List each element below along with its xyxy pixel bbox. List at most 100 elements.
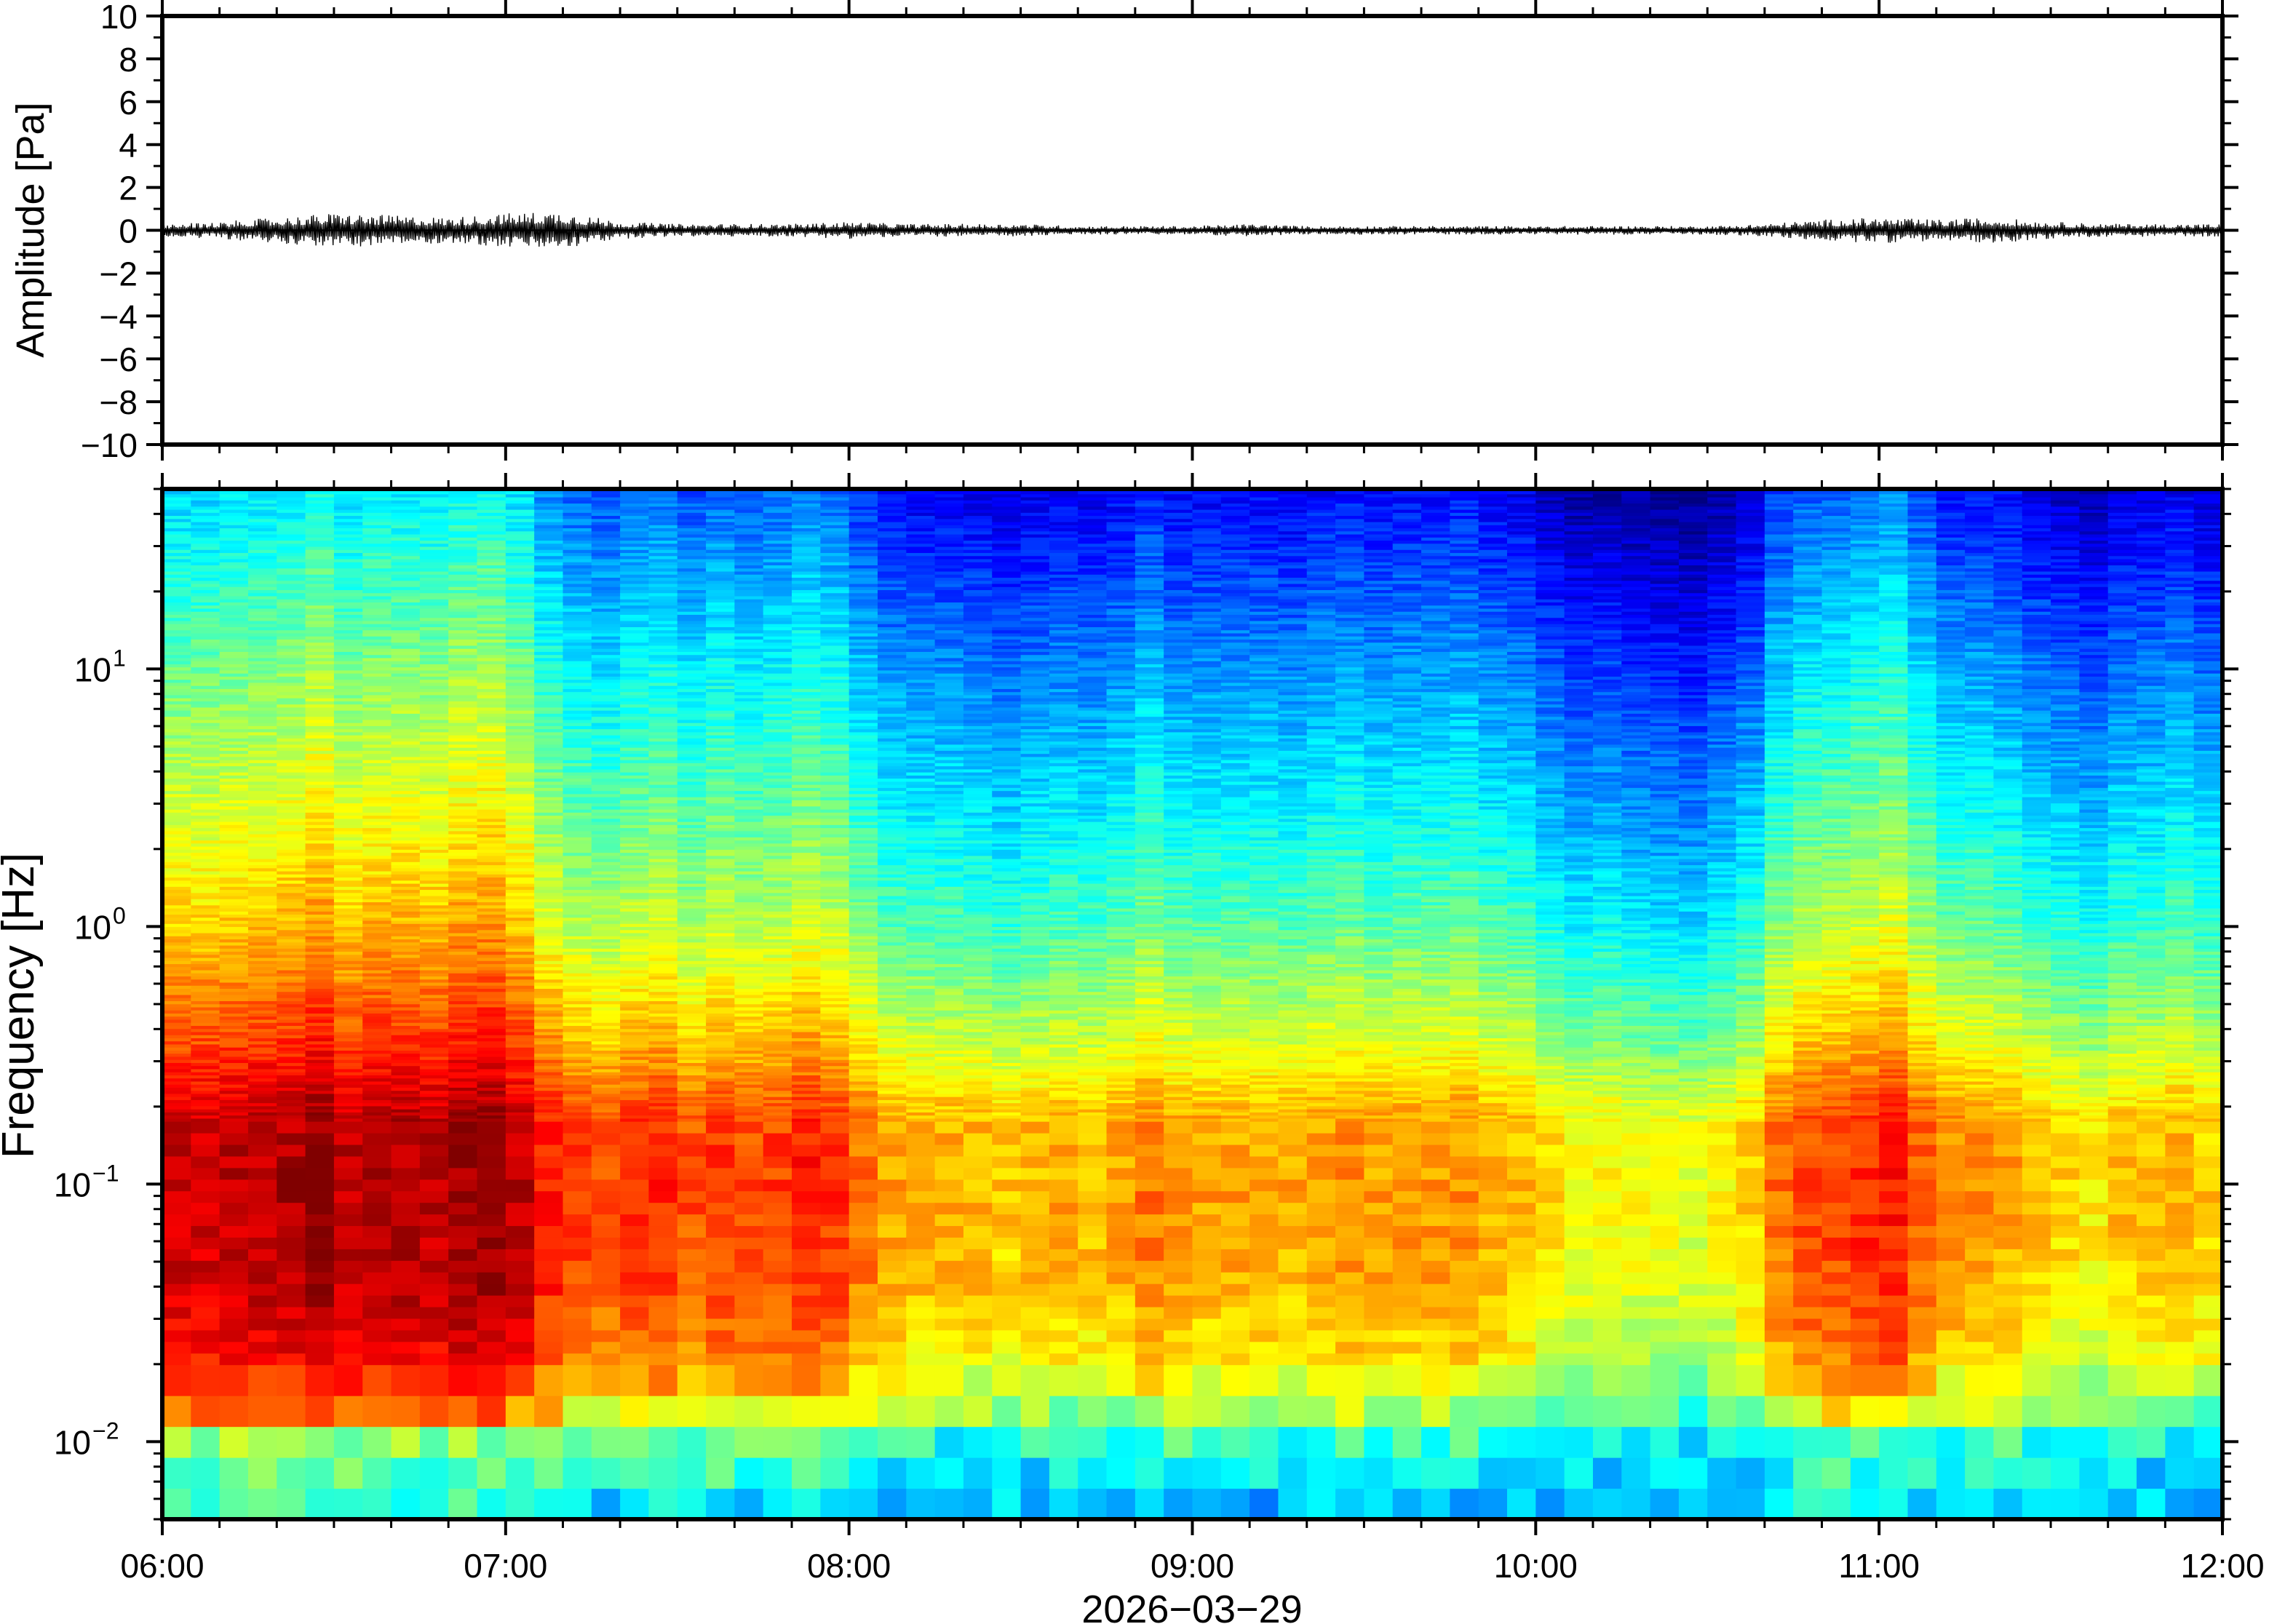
spectrogram-cell bbox=[648, 614, 678, 618]
spectrogram-cell bbox=[391, 1025, 421, 1030]
spectrogram-cell bbox=[391, 617, 421, 621]
spectrogram-cell bbox=[477, 985, 506, 990]
spectrogram-cell bbox=[620, 1043, 650, 1048]
spectrogram-cell bbox=[706, 626, 735, 631]
spectrogram-cell bbox=[505, 1283, 535, 1296]
spectrogram-cell bbox=[391, 583, 421, 587]
spectrogram-cell bbox=[563, 1000, 592, 1005]
spectrogram-cell bbox=[448, 589, 478, 594]
spectrogram-cell bbox=[563, 1105, 592, 1110]
spectrogram-cell bbox=[448, 546, 478, 550]
spectrogram-cell bbox=[277, 824, 306, 829]
spectrogram-cell bbox=[162, 960, 191, 965]
spectrogram-cell bbox=[162, 528, 191, 532]
spectrogram-cell bbox=[247, 533, 277, 538]
spectrogram-cell bbox=[477, 973, 506, 977]
spectrogram-cell bbox=[620, 1167, 650, 1180]
spectrogram-cell bbox=[505, 626, 535, 631]
spectrogram-cell bbox=[362, 1084, 392, 1088]
spectrogram-cell bbox=[191, 636, 220, 640]
spectrogram-cell bbox=[305, 907, 335, 912]
spectrogram-cell bbox=[333, 1202, 363, 1215]
spectrogram-cell bbox=[648, 834, 678, 837]
spectrogram-cell bbox=[648, 1225, 678, 1238]
spectrogram-cell bbox=[448, 682, 478, 686]
spectrogram-cell bbox=[734, 1013, 764, 1017]
spectrogram-cell bbox=[591, 565, 621, 569]
spectrogram-cell bbox=[362, 907, 392, 912]
spectrogram-cell bbox=[219, 911, 249, 915]
spectrogram-cell bbox=[362, 969, 392, 974]
spectrogram-cell bbox=[706, 886, 735, 891]
spectrogram-cell bbox=[591, 515, 621, 520]
spectrogram-cell bbox=[505, 914, 535, 918]
spectrogram-cell bbox=[247, 852, 277, 856]
spectrogram-cell bbox=[734, 753, 764, 757]
spectrogram-cell bbox=[448, 1084, 478, 1088]
spectrogram-cell bbox=[620, 500, 650, 504]
spectrogram-cell bbox=[677, 1056, 707, 1060]
spectrogram-cell bbox=[563, 793, 592, 797]
spectrogram-cell bbox=[706, 723, 735, 726]
spectrogram-cell bbox=[419, 1144, 449, 1157]
spectrogram-cell bbox=[362, 899, 392, 903]
spectrogram-cell bbox=[591, 1144, 621, 1157]
spectrogram-cell bbox=[563, 1072, 592, 1075]
spectrogram-cell bbox=[219, 1237, 249, 1249]
spectrogram-cell bbox=[505, 574, 535, 578]
spectrogram-cell bbox=[219, 624, 249, 627]
spectrogram-cell bbox=[362, 1190, 392, 1203]
spectrogram-cell bbox=[162, 632, 191, 637]
spectrogram-cell bbox=[534, 645, 564, 649]
spectrogram-cell bbox=[333, 710, 363, 714]
spectrogram-cell bbox=[219, 639, 249, 643]
spectrogram-cell bbox=[563, 592, 592, 597]
spectrogram-cell bbox=[591, 624, 621, 627]
spectrogram-cell bbox=[648, 1202, 678, 1215]
spectrogram-cell bbox=[706, 1318, 735, 1331]
spectrogram-cell bbox=[305, 1283, 335, 1296]
spectrogram-cell bbox=[419, 1202, 449, 1215]
spectrogram-cell bbox=[362, 533, 392, 538]
spectrogram-cell bbox=[277, 620, 306, 624]
spectrogram-cell bbox=[305, 781, 335, 785]
spectrogram-cell bbox=[391, 763, 421, 767]
spectrogram-cell bbox=[534, 901, 564, 906]
spectrogram-cell bbox=[620, 574, 650, 578]
spectrogram-cell bbox=[333, 750, 363, 755]
spectrogram-cell bbox=[591, 1047, 621, 1051]
spectrogram-cell bbox=[362, 648, 392, 652]
spectrogram-cell bbox=[333, 645, 363, 649]
spectrogram-cell bbox=[563, 914, 592, 918]
spectrogram-cell bbox=[677, 1043, 707, 1048]
spectrogram-cell bbox=[362, 1109, 392, 1112]
spectrogram-cell bbox=[162, 765, 191, 770]
spectrogram-cell bbox=[534, 858, 564, 862]
spectrogram-cell bbox=[563, 682, 592, 686]
spectrogram-cell bbox=[620, 543, 650, 547]
spectrogram-cell bbox=[534, 824, 564, 829]
spectrogram-cell bbox=[534, 632, 564, 637]
spectrogram-cell bbox=[419, 1010, 449, 1014]
spectrogram-cell bbox=[391, 1062, 421, 1067]
spectrogram-cell bbox=[162, 648, 191, 652]
spectrogram-cell bbox=[534, 1105, 564, 1110]
spectrogram-cell bbox=[505, 1022, 535, 1026]
spectrogram-cell bbox=[162, 821, 191, 825]
spectrogram-cell bbox=[419, 1099, 449, 1104]
spectrogram-cell bbox=[677, 1118, 707, 1122]
spectrogram-cell bbox=[391, 998, 421, 1001]
spectrogram-cell bbox=[191, 870, 220, 875]
spectrogram-cell bbox=[277, 904, 306, 909]
spectrogram-cell bbox=[448, 1096, 478, 1100]
spectrogram-cell bbox=[419, 602, 449, 606]
spectrogram-cell bbox=[534, 994, 564, 998]
spectrogram-cell bbox=[706, 957, 735, 961]
spectrogram-cell bbox=[620, 889, 650, 893]
spectrogram-cell bbox=[162, 546, 191, 550]
spectrogram-cell bbox=[277, 889, 306, 893]
spectrogram-cell bbox=[333, 1006, 363, 1011]
waveform-y-tick-label: 6 bbox=[119, 84, 138, 122]
spectrogram-cell bbox=[419, 867, 449, 872]
spectrogram-cell bbox=[419, 944, 449, 949]
